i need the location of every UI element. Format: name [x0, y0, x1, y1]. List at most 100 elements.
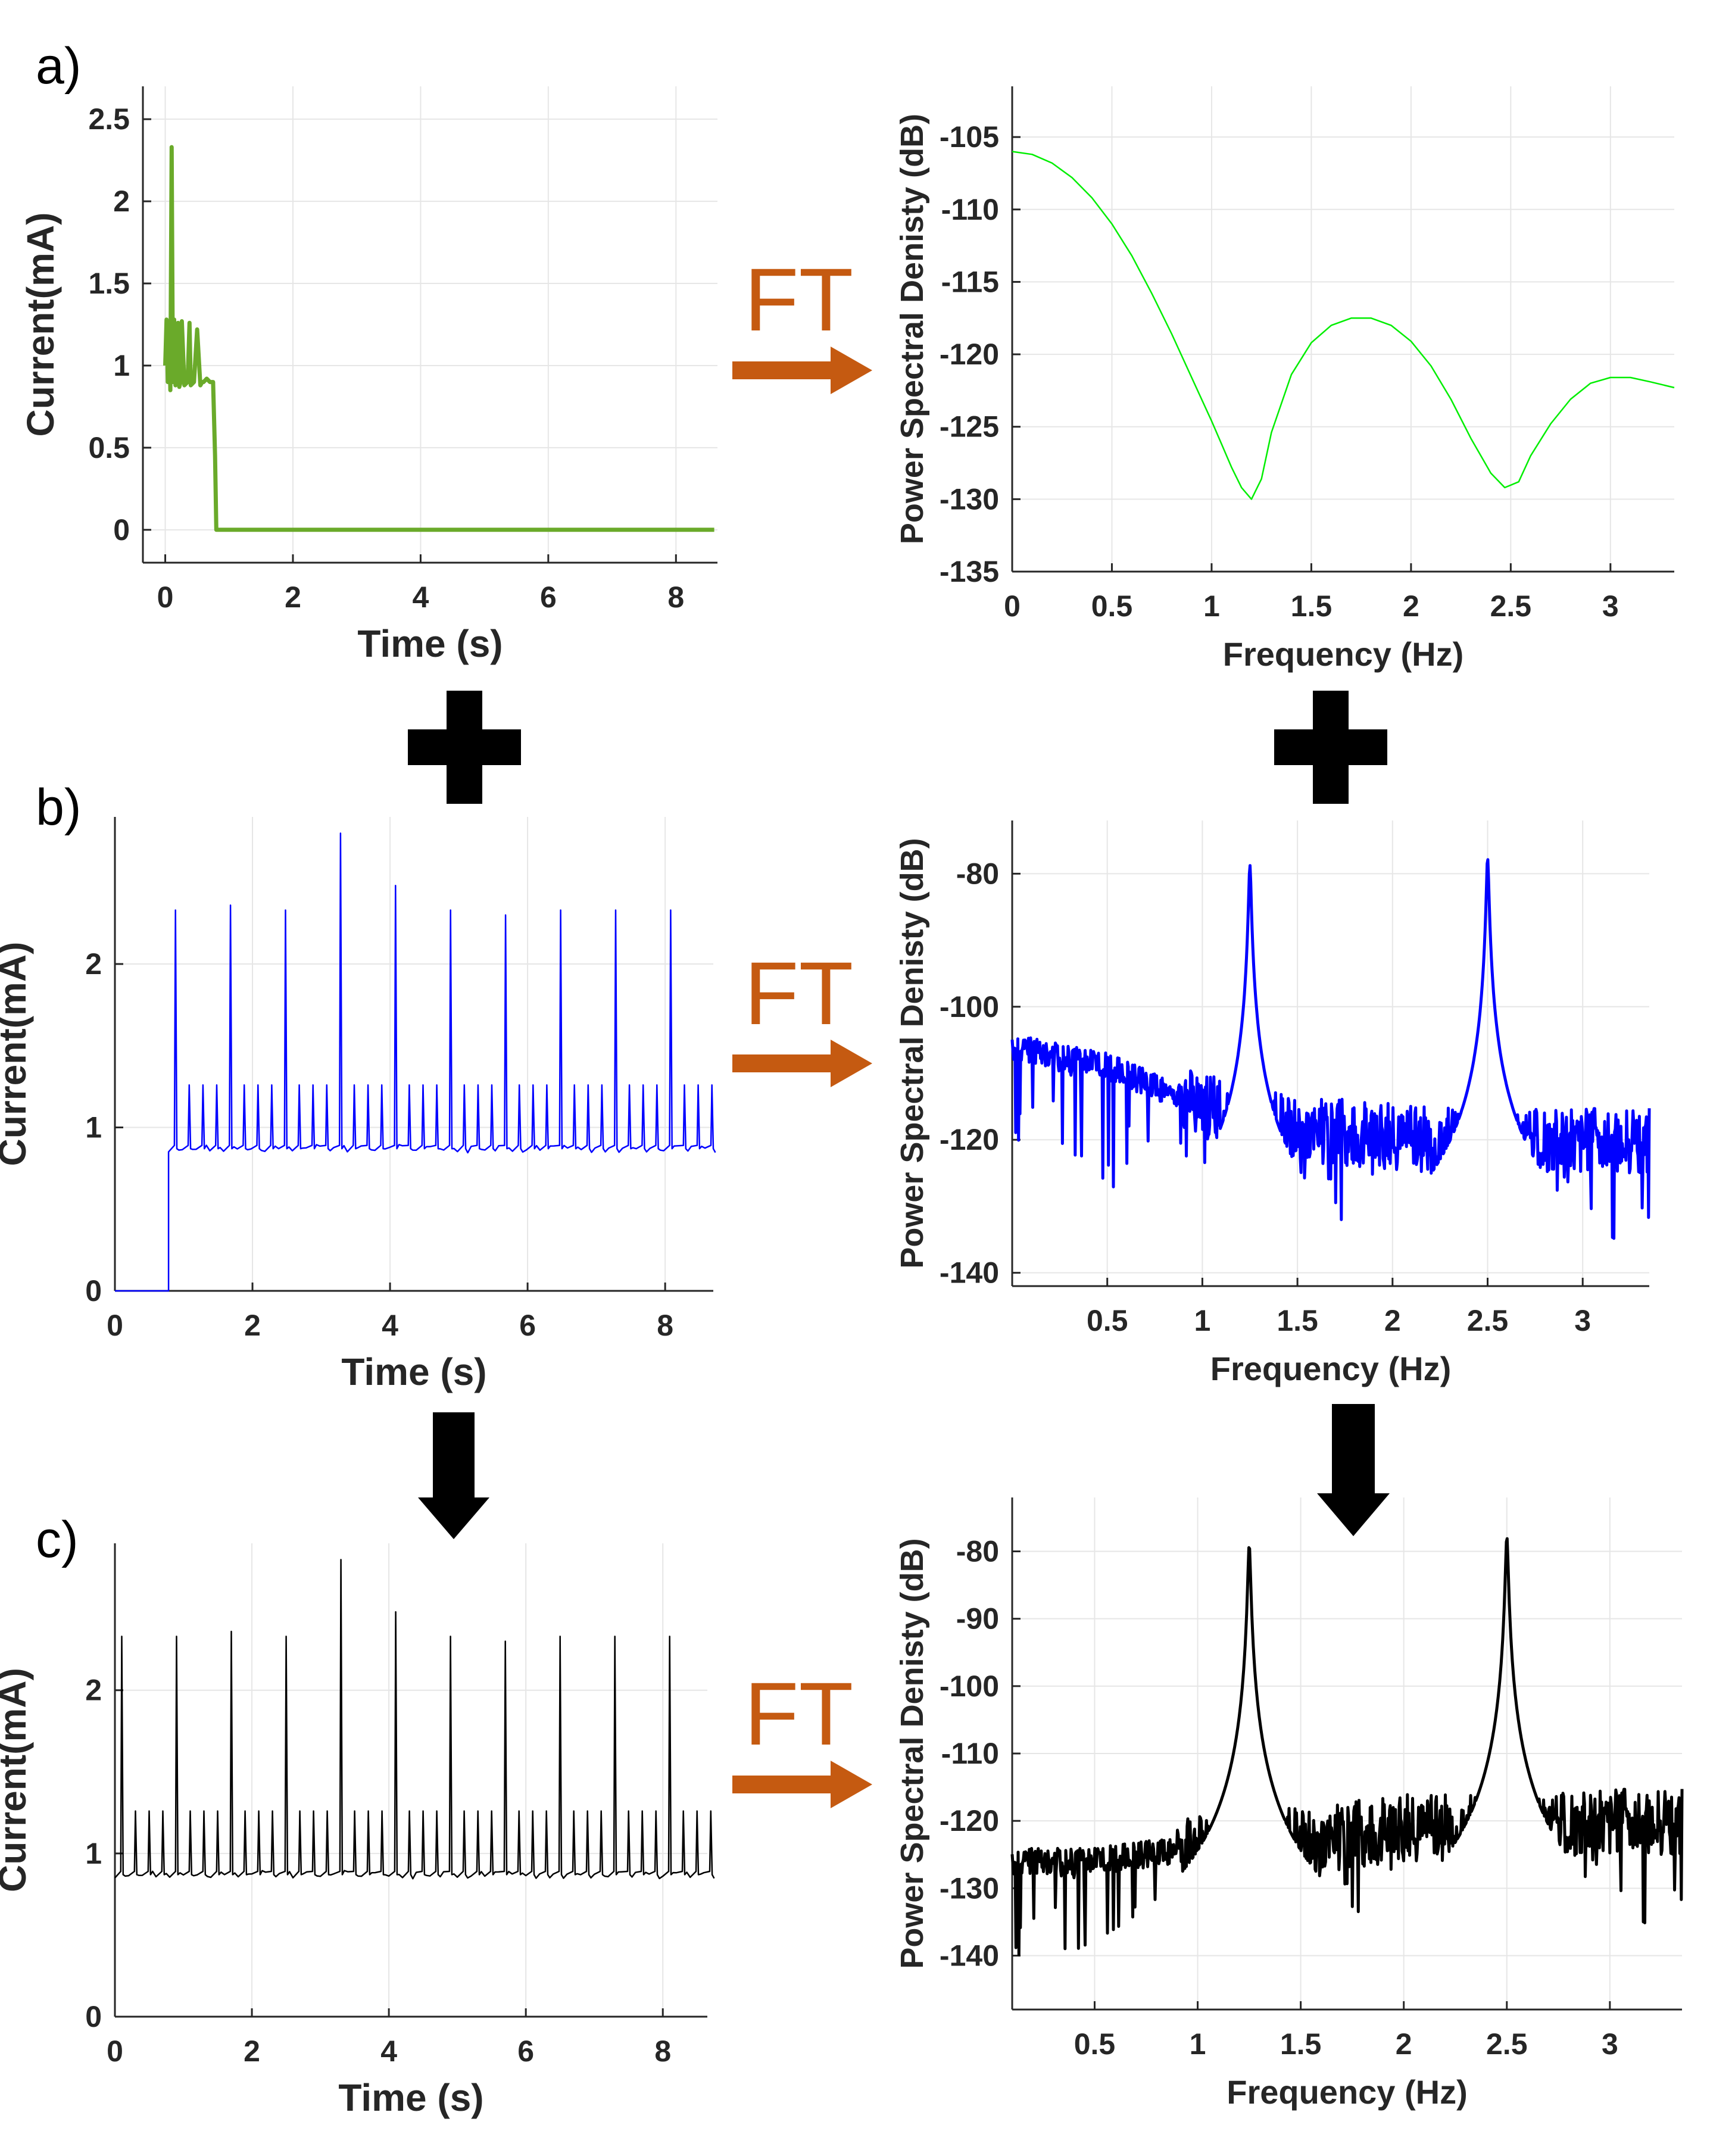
x-tick-label: 1.5: [1291, 589, 1333, 623]
x-tick-label: 3: [1602, 589, 1619, 623]
x-tick-label: 1.5: [1280, 2027, 1322, 2061]
y-tick-label: -110: [941, 193, 999, 226]
x-tick-label: 3: [1602, 2027, 1618, 2061]
y-axis-label: Power Spectral Denisty (dB): [894, 1538, 930, 1968]
chart-a-current-time: 0 2 4 6 8 0 0.5 1 1.5 2 2.5 Time (s) Current(mA): [19, 86, 717, 665]
x-tick-label: 1.5: [1277, 1304, 1318, 1337]
x-tick-label: 2.5: [1486, 2027, 1528, 2061]
x-tick-label: 6: [540, 581, 557, 614]
arrow-right-icon: [732, 347, 872, 394]
x-tick-label: 1: [1203, 589, 1220, 623]
x-tick-label: 6: [519, 1309, 536, 1342]
y-axis-label: Current(mA): [0, 942, 34, 1166]
y-tick-label: -110: [941, 1737, 999, 1770]
x-tick-label: 0: [1004, 589, 1021, 623]
x-tick-label: 8: [657, 1309, 673, 1342]
data-line: [115, 832, 716, 1292]
y-tick-label: -135: [940, 555, 999, 588]
panel-label-b: b): [36, 779, 81, 836]
data-line: [1010, 858, 1651, 1240]
y-tick-label: -140: [940, 1256, 999, 1290]
panel-label-c: c): [36, 1511, 79, 1568]
arrow-down-icon: [1317, 1404, 1390, 1536]
y-tick-label: 0: [113, 513, 130, 547]
x-tick-label: 2: [285, 581, 301, 614]
x-tick-label: 2: [1403, 589, 1419, 623]
y-axis-label: Current(mA): [0, 1668, 34, 1892]
x-axis-label: Time (s): [338, 2076, 483, 2119]
y-tick-label: -80: [956, 1535, 999, 1568]
y-tick-label: -105: [940, 120, 999, 154]
y-tick-label: -140: [940, 1939, 999, 1972]
ft-transform-a: FT: [732, 249, 872, 394]
x-axis-label: Frequency (Hz): [1227, 2073, 1468, 2111]
x-tick-label: 3: [1574, 1304, 1591, 1337]
y-tick-label: -90: [956, 1602, 999, 1636]
chart-b-current-time: 0 2 4 6 8 0 1 2 Time (s) Current(mA): [0, 817, 716, 1393]
x-axis-label: Time (s): [357, 622, 503, 665]
x-tick-label: 4: [413, 581, 429, 614]
panel-label-a: a): [36, 38, 81, 95]
y-tick-label: 0: [85, 2000, 102, 2033]
data-line: [163, 145, 714, 532]
y-tick-label: -130: [940, 1871, 999, 1905]
chart-c-current-time: 0 2 4 6 8 0 1 2 Time (s) Current(mA): [0, 1543, 715, 2119]
data-line: [1010, 1537, 1684, 1957]
y-tick-label: 0.5: [88, 431, 130, 464]
y-tick-label: 1: [85, 1837, 102, 1870]
y-tick-label: -100: [940, 1670, 999, 1703]
data-line: [1012, 151, 1675, 500]
y-tick-label: -100: [940, 990, 999, 1024]
x-tick-label: 0.5: [1087, 1304, 1128, 1337]
y-tick-label: -80: [956, 857, 999, 890]
x-tick-label: 2: [244, 1309, 261, 1342]
arrow-right-icon: [732, 1040, 872, 1087]
y-tick-label: 1.5: [88, 267, 130, 300]
y-tick-label: 2.5: [88, 102, 130, 136]
y-tick-label: -125: [940, 410, 999, 444]
y-tick-label: 1: [85, 1111, 102, 1144]
plus-icon: [408, 691, 521, 804]
y-tick-label: -120: [940, 1804, 999, 1837]
x-axis-label: Time (s): [341, 1350, 486, 1393]
x-tick-label: 2: [1384, 1304, 1401, 1337]
y-tick-label: 0: [85, 1274, 102, 1308]
x-tick-label: 8: [667, 581, 684, 614]
y-tick-label: 2: [85, 1674, 102, 1707]
y-tick-label: 2: [113, 185, 130, 218]
x-axis-label: Frequency (Hz): [1210, 1350, 1452, 1387]
x-tick-label: 2.5: [1490, 589, 1532, 623]
chart-a-power-spectral-density: 0 0.5 1 1.5 2 2.5 3 -135 -130 -125 -120 -115 -110 -10…: [894, 86, 1675, 673]
y-tick-label: 2: [85, 947, 102, 981]
y-axis-label: Power Spectral Denisty (dB): [894, 838, 930, 1268]
x-tick-label: 4: [380, 2035, 397, 2068]
ft-label-c: FT: [744, 1664, 853, 1764]
x-tick-label: 2: [1396, 2027, 1412, 2061]
y-axis-label: Power Spectral Denisty (dB): [894, 114, 930, 544]
y-tick-label: 1: [113, 349, 130, 382]
x-tick-label: 0: [157, 581, 174, 614]
y-tick-label: -120: [940, 1123, 999, 1156]
x-tick-label: 8: [654, 2035, 671, 2068]
x-tick-label: 0.5: [1091, 589, 1133, 623]
x-tick-label: 1: [1194, 1304, 1210, 1337]
chart-b-power-spectral-density: 0.5 1 1.5 2 2.5 3 -140 -120 -100 -80 Frequency (Hz…: [894, 820, 1651, 1387]
plus-icon: [1274, 691, 1387, 804]
y-tick-label: -130: [940, 482, 999, 516]
ft-transform-b: FT: [732, 943, 872, 1087]
x-tick-label: 2.5: [1467, 1304, 1509, 1337]
x-tick-label: 6: [517, 2035, 534, 2068]
chart-c-power-spectral-density: 0.5 1 1.5 2 2.5 3 -140 -130 -120 -110 -100 -90 -80 Fr…: [894, 1497, 1684, 2111]
x-tick-label: 0: [107, 2035, 123, 2068]
data-line: [114, 1559, 715, 1880]
y-axis-label: Current(mA): [19, 213, 62, 437]
x-tick-label: 0.5: [1074, 2027, 1116, 2061]
arrow-right-icon: [732, 1761, 872, 1808]
x-tick-label: 2: [244, 2035, 260, 2068]
y-tick-label: -115: [941, 265, 999, 298]
x-tick-label: 4: [382, 1309, 398, 1342]
x-tick-label: 1: [1190, 2027, 1206, 2061]
ft-label-b: FT: [744, 943, 853, 1043]
y-tick-label: -120: [940, 338, 999, 371]
